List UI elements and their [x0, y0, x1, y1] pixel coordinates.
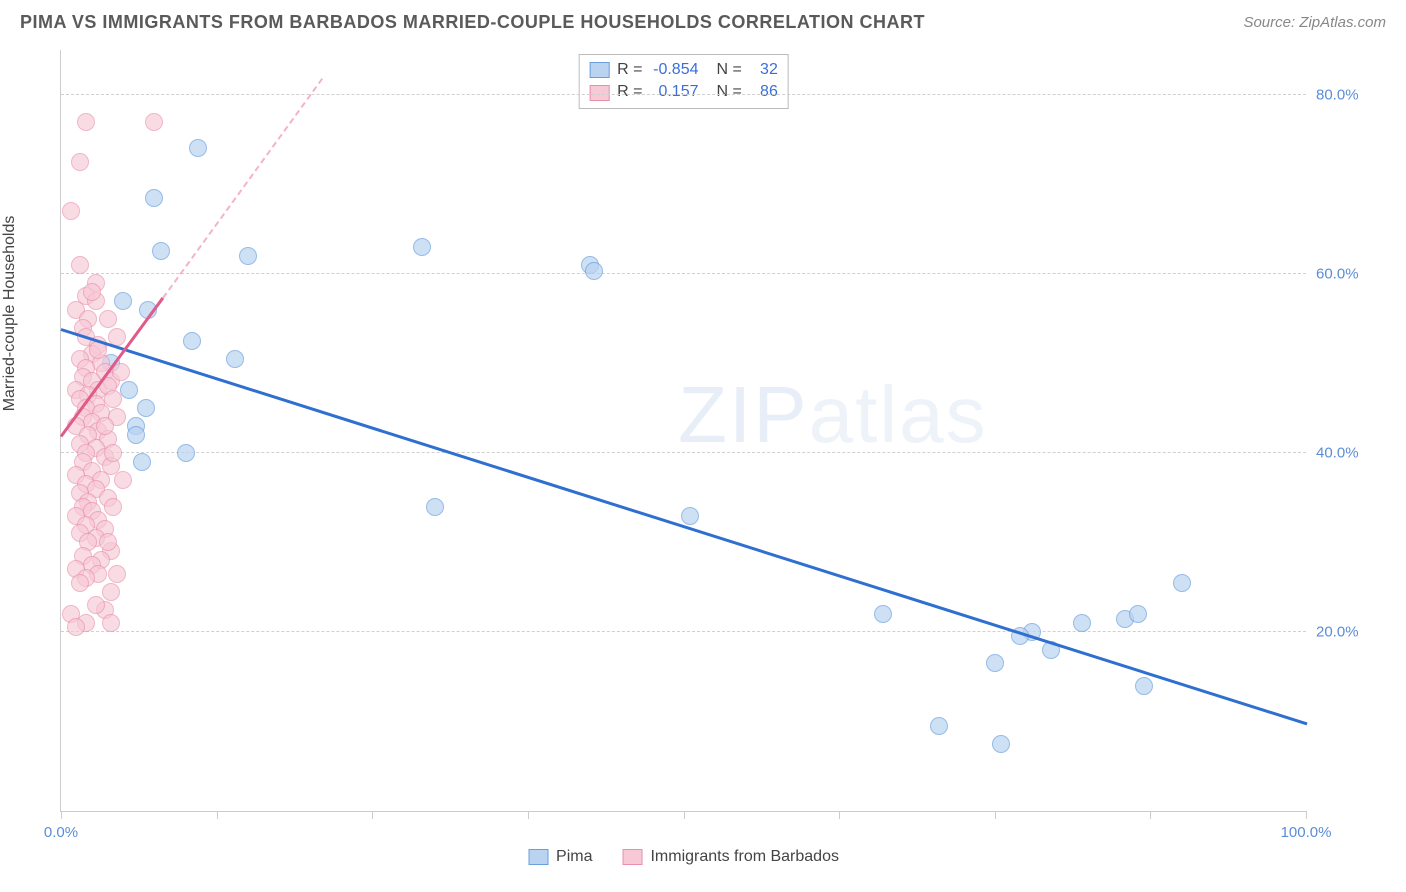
x-tick — [528, 811, 529, 819]
data-point — [83, 283, 101, 301]
data-point — [133, 453, 151, 471]
data-point — [681, 507, 699, 525]
data-point — [71, 574, 89, 592]
x-tick — [839, 811, 840, 819]
data-point — [87, 596, 105, 614]
data-point — [874, 605, 892, 623]
data-point — [77, 113, 95, 131]
data-point — [930, 717, 948, 735]
data-point — [1173, 574, 1191, 592]
gridline — [61, 452, 1306, 453]
x-tick — [372, 811, 373, 819]
data-point — [986, 654, 1004, 672]
data-point — [108, 565, 126, 583]
stats-r-value: -0.854 — [651, 59, 699, 81]
chart-source: Source: ZipAtlas.com — [1243, 14, 1386, 31]
legend-item: Pima — [528, 848, 592, 866]
data-point — [96, 417, 114, 435]
gridline — [61, 273, 1306, 274]
x-tick-label: 100.0% — [1281, 824, 1332, 841]
x-tick — [1306, 811, 1307, 819]
data-point — [67, 618, 85, 636]
data-point — [71, 256, 89, 274]
data-point — [585, 262, 603, 280]
legend-swatch — [622, 849, 642, 865]
stats-r-value: 0.157 — [651, 81, 699, 103]
data-point — [102, 583, 120, 601]
stats-n-label: N = — [717, 59, 742, 81]
plot-area: ZIPatlas R =-0.854N =32R =0.157N =86 Pim… — [60, 50, 1306, 812]
data-point — [114, 292, 132, 310]
stats-row: R = 0.157 N = 86 — [589, 81, 778, 103]
data-point — [1135, 677, 1153, 695]
watermark-thin: atlas — [809, 370, 988, 459]
y-tick-label: 80.0% — [1316, 86, 1376, 103]
stats-r-label: R = — [617, 59, 642, 81]
data-point — [137, 399, 155, 417]
y-axis-label: Married-couple Households — [1, 216, 19, 412]
legend-label: Immigrants from Barbados — [650, 848, 839, 866]
data-point — [104, 498, 122, 516]
data-point — [189, 139, 207, 157]
data-point — [114, 471, 132, 489]
data-point — [120, 381, 138, 399]
gridline — [61, 631, 1306, 632]
chart-title: PIMA VS IMMIGRANTS FROM BARBADOS MARRIED… — [20, 12, 925, 33]
x-tick — [995, 811, 996, 819]
data-point — [1129, 605, 1147, 623]
data-point — [239, 247, 257, 265]
x-tick — [684, 811, 685, 819]
data-point — [152, 242, 170, 260]
data-point — [145, 189, 163, 207]
x-tick-label: 0.0% — [44, 824, 78, 841]
y-tick-label: 40.0% — [1316, 444, 1376, 461]
legend-swatch — [589, 85, 609, 101]
data-point — [145, 113, 163, 131]
data-point — [127, 426, 145, 444]
legend-swatch — [528, 849, 548, 865]
trend-line-extension — [162, 77, 323, 298]
legend-label: Pima — [556, 848, 592, 866]
stats-row: R = -0.854 N = 32 — [589, 59, 778, 81]
data-point — [71, 153, 89, 171]
data-point — [1073, 614, 1091, 632]
y-tick-label: 20.0% — [1316, 623, 1376, 640]
data-point — [226, 350, 244, 368]
stats-n-label: N = — [717, 81, 742, 103]
stats-n-value: 86 — [750, 81, 778, 103]
chart-header: PIMA VS IMMIGRANTS FROM BARBADOS MARRIED… — [0, 0, 1406, 41]
data-point — [413, 238, 431, 256]
data-point — [992, 735, 1010, 753]
y-tick-label: 60.0% — [1316, 265, 1376, 282]
legend-item: Immigrants from Barbados — [622, 848, 839, 866]
legend-swatch — [589, 62, 609, 78]
data-point — [177, 444, 195, 462]
stats-box: R = -0.854 N = 32 R = 0.157 N = 86 — [578, 54, 789, 109]
data-point — [104, 444, 122, 462]
data-point — [62, 202, 80, 220]
stats-r-label: R = — [617, 81, 642, 103]
gridline — [61, 94, 1306, 95]
chart-container: Married-couple Households ZIPatlas R =-0… — [20, 50, 1386, 872]
data-point — [183, 332, 201, 350]
data-point — [99, 533, 117, 551]
watermark: ZIPatlas — [678, 369, 987, 461]
data-point — [426, 498, 444, 516]
x-tick — [61, 811, 62, 819]
stats-n-value: 32 — [750, 59, 778, 81]
trend-line — [61, 328, 1308, 725]
x-tick — [1150, 811, 1151, 819]
data-point — [102, 614, 120, 632]
x-tick — [217, 811, 218, 819]
data-point — [99, 310, 117, 328]
bottom-legend: Pima Immigrants from Barbados — [528, 848, 839, 866]
watermark-bold: ZIP — [678, 370, 808, 459]
